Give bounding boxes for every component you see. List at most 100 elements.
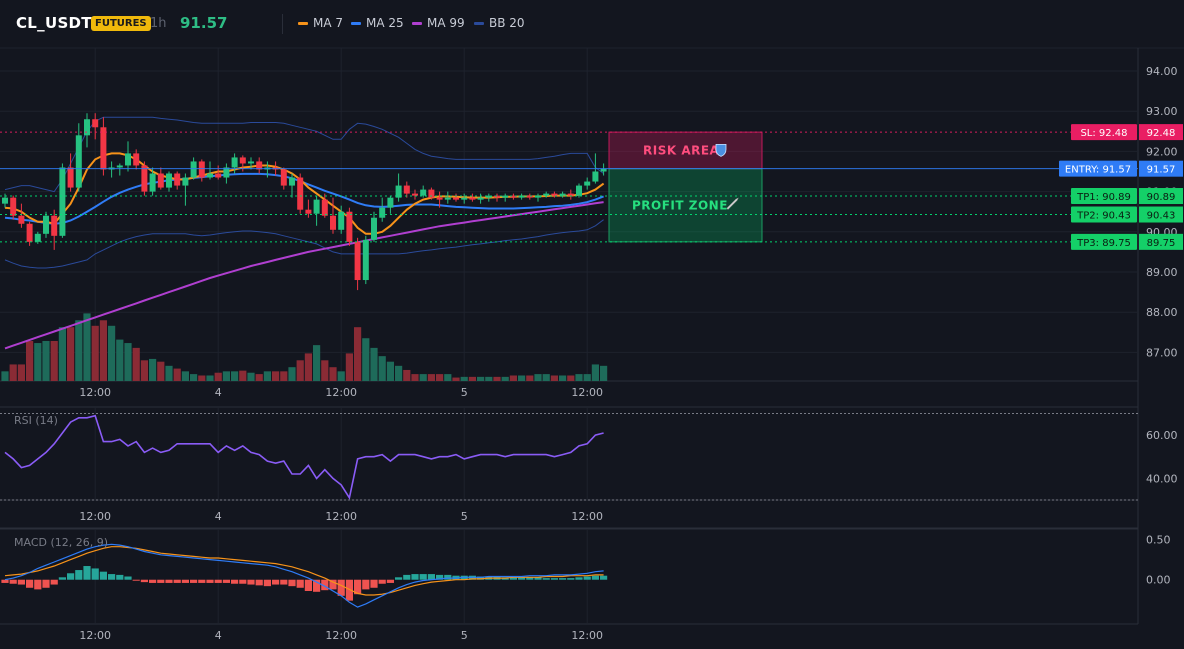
legend-ma7[interactable]: MA 7 — [298, 16, 343, 30]
volume-bar — [321, 360, 329, 381]
price-tag-box — [1139, 206, 1183, 223]
candle-body — [592, 171, 599, 182]
candle-body — [387, 197, 394, 208]
candle-body — [436, 197, 443, 200]
volume-bar — [42, 340, 50, 381]
price-tag: 91.57 — [1147, 165, 1176, 176]
rsi-tick-label: 40.00 — [1146, 472, 1178, 485]
macd-histogram-bar — [132, 579, 140, 581]
legend-bb20[interactable]: BB 20 — [474, 16, 525, 30]
volume-bar — [124, 343, 132, 381]
candle-body — [2, 197, 8, 204]
macd-histogram-bar — [591, 575, 599, 580]
level-label: ENTRY: 91.57 — [1065, 165, 1131, 176]
legend-ma7-label: MA 7 — [313, 16, 344, 30]
candle-body — [289, 177, 295, 186]
volume-bar — [91, 325, 99, 381]
volume-bar — [17, 364, 25, 381]
volume-bar — [345, 353, 353, 381]
volume-bar — [304, 353, 312, 381]
candle-body — [149, 173, 156, 192]
volume-bar — [181, 371, 189, 381]
macd-histogram-bar — [157, 579, 165, 583]
macd-histogram-bar — [395, 577, 403, 580]
volume-bar — [1, 371, 9, 381]
legend-ma25[interactable]: MA 25 — [351, 16, 404, 30]
time-tick-label: 12:00 — [571, 510, 603, 523]
level-label: TP2: 90.43 — [1076, 211, 1131, 222]
volume-bar — [518, 375, 526, 381]
symbol-name[interactable]: CL_USDT — [16, 14, 92, 32]
macd-histogram-bar — [313, 579, 321, 592]
candle-body — [395, 185, 402, 198]
chart-header: CL_USDT FUTURES 1h 91.57 MA 7 MA 25 MA 9… — [0, 0, 1184, 48]
candle-body — [157, 173, 164, 188]
macd-histogram-bar — [354, 579, 362, 595]
candle-body — [485, 195, 492, 198]
volume-bar — [477, 376, 485, 381]
volume-bar — [190, 374, 198, 381]
price-tag-box — [1139, 233, 1183, 250]
timeframe-label[interactable]: 1h — [150, 16, 167, 31]
candle-body — [198, 161, 205, 178]
macd-histogram-bar — [173, 579, 181, 583]
candle-body — [518, 195, 525, 198]
candle-body — [584, 181, 591, 186]
macd-histogram-bar — [550, 578, 558, 580]
macd-histogram-bar — [436, 574, 444, 580]
time-tick-label: 5 — [461, 629, 468, 642]
profit-zone — [608, 168, 763, 243]
volume-bar — [419, 374, 427, 381]
price-tag: 90.89 — [1147, 192, 1176, 203]
level-label: TP1: 90.89 — [1076, 192, 1131, 203]
time-tick-label: 12:00 — [325, 510, 357, 523]
volume-bar — [263, 371, 271, 381]
candle-body — [403, 185, 410, 194]
candle-body — [26, 223, 33, 242]
macd-histogram-bar — [362, 579, 370, 590]
macd-histogram-bar — [296, 579, 304, 588]
candle-body — [174, 173, 181, 186]
macd-tick-label: 0.00 — [1146, 574, 1171, 587]
volume-bar — [354, 327, 362, 381]
macd-histogram-bar — [124, 576, 132, 580]
time-tick-label: 4 — [215, 629, 222, 642]
macd-histogram-bar — [34, 579, 42, 590]
candle-body — [371, 217, 377, 240]
market-badge: FUTURES — [91, 16, 151, 31]
candle-body — [330, 215, 336, 230]
volume-bar — [575, 374, 583, 381]
price-tick-label: 92.00 — [1146, 145, 1178, 158]
volume-bar — [9, 364, 17, 381]
last-price: 91.57 — [180, 14, 228, 32]
candle-body — [567, 193, 574, 196]
volume-bar — [149, 358, 157, 381]
candle-body — [133, 153, 140, 166]
candle-body — [75, 135, 82, 188]
candle-body — [34, 233, 41, 242]
candle-body — [280, 169, 287, 186]
volume-bar — [75, 320, 83, 381]
macd-histogram-bar — [329, 579, 337, 590]
time-tick-label: 12:00 — [79, 386, 111, 399]
volume-bar — [329, 367, 337, 381]
candle-body — [526, 195, 533, 198]
legend-ma99[interactable]: MA 99 — [412, 16, 465, 30]
time-tick-label: 12:00 — [79, 510, 111, 523]
volume-bar — [26, 340, 34, 381]
macd-histogram-bar — [386, 579, 394, 583]
macd-histogram-bar — [140, 579, 148, 583]
candle-body — [100, 127, 107, 170]
candle-body — [67, 167, 74, 188]
macd-histogram-bar — [477, 576, 485, 580]
time-tick-label: 4 — [215, 510, 222, 523]
volume-bar — [313, 345, 321, 381]
macd-histogram-bar — [575, 577, 583, 580]
macd-histogram-bar — [600, 575, 608, 580]
candle-body — [428, 189, 435, 198]
volume-bar — [50, 340, 58, 381]
price-tag: 92.48 — [1147, 128, 1176, 139]
macd-histogram-bar — [165, 579, 173, 583]
